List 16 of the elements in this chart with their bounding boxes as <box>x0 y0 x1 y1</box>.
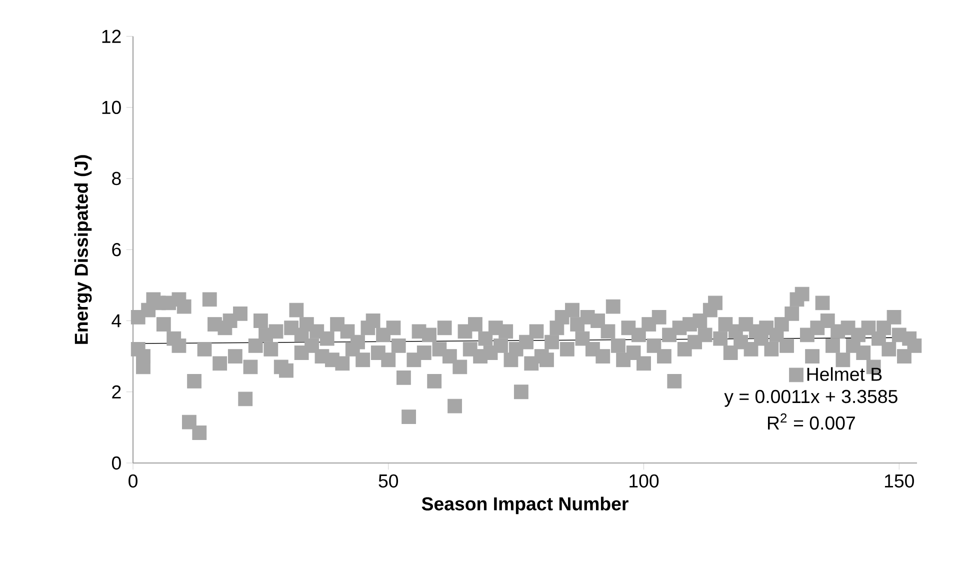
annotation: y = 0.0011x + 3.3585 <box>724 390 898 407</box>
y-tick-label: 0 <box>112 456 121 470</box>
y-tick-label: 6 <box>112 243 121 256</box>
y-tick-label: 10 <box>102 100 121 114</box>
x-tick-label: 0 <box>128 474 138 488</box>
y-tick-label: 2 <box>112 385 121 398</box>
x-axis-title: Season Impact Number <box>422 496 628 514</box>
x-tick-label: 50 <box>378 474 398 488</box>
y-tick-label: 4 <box>112 314 122 328</box>
y-tick-label: 12 <box>102 30 121 43</box>
y-axis-title: Energy Dissipated (J) <box>74 155 92 344</box>
legend-label: Helmet B <box>807 367 882 381</box>
annotation: R$^{2}$ = 0.007 <box>768 413 855 430</box>
x-tick-label: 150 <box>884 474 914 488</box>
y-tick-label: 8 <box>112 172 121 186</box>
x-tick-label: 100 <box>630 474 659 488</box>
